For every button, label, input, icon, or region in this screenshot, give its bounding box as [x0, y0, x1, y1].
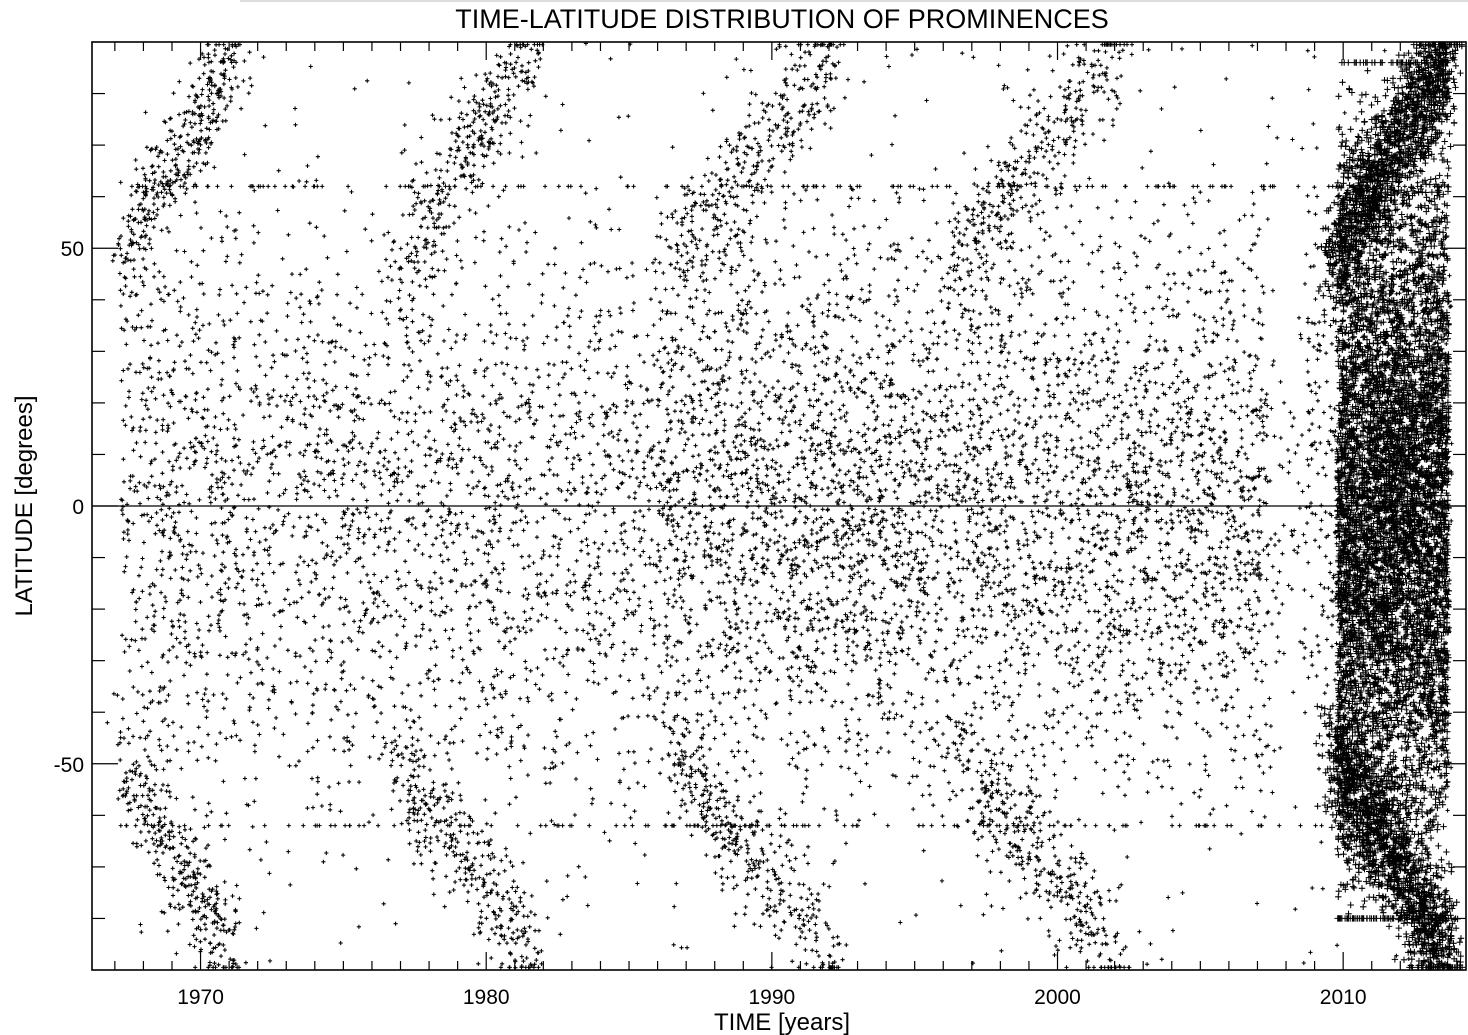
y-axis-label: LATITUDE [degrees] [11, 396, 38, 617]
x-tick-label: 2000 [1034, 986, 1081, 1009]
x-axis-label: TIME [years] [714, 1009, 850, 1035]
axis-ticks [92, 42, 1466, 970]
point-markers [105, 41, 1466, 971]
y-tick-label: 50 [61, 238, 84, 261]
x-tick-label: 1990 [748, 986, 795, 1009]
chart-title: TIME-LATITUDE DISTRIBUTION OF PROMINENCE… [455, 4, 1109, 34]
x-tick-label: 2010 [1320, 986, 1367, 1009]
y-tick-label: 0 [72, 496, 84, 519]
plot-frame [91, 41, 1467, 971]
x-tick-label: 1970 [177, 986, 224, 1009]
x-tick-label: 1980 [463, 986, 510, 1009]
tick-labels: 1970 1980 1990 2000 2010 -50 0 50 [54, 238, 1367, 1009]
y-tick-label: -50 [54, 754, 84, 777]
data-points [105, 41, 1466, 971]
